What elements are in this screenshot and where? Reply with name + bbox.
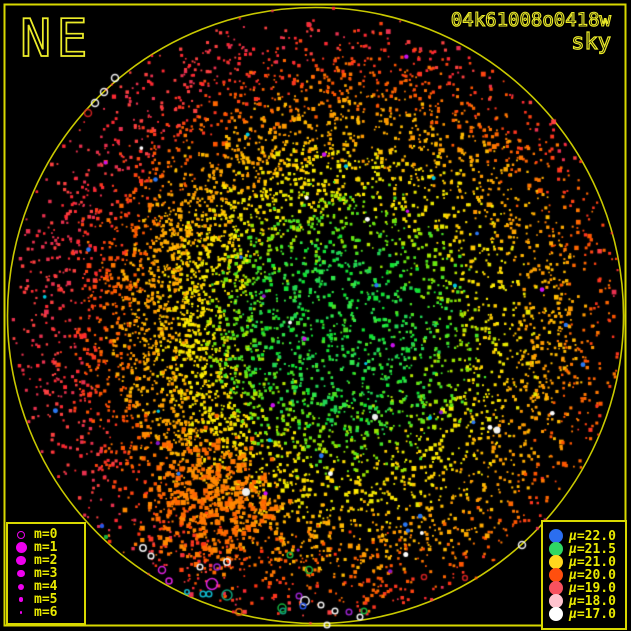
mu-band-marker (549, 568, 563, 582)
mu-band-marker (549, 542, 563, 556)
mu-symbol: μ (569, 567, 577, 583)
m-class-marker (8, 555, 34, 566)
mu-symbol: μ (569, 593, 577, 609)
m-class-label: m=2 (34, 553, 58, 568)
mu-band-marker (543, 542, 569, 556)
mu-band-label: μ=21.0 (569, 554, 616, 570)
mu-band-marker (543, 607, 569, 621)
legend-magnitude-class: m=0 m=1 m=2 m=3 m=4 m=5 m=6 (6, 522, 86, 625)
mu-band-label: μ=19.0 (569, 580, 616, 596)
m-class-marker (17, 530, 25, 539)
mu-band-marker (549, 555, 563, 569)
mu-band-marker (549, 529, 563, 543)
legend-row: μ=21.5 (543, 541, 625, 557)
mu-symbol: μ (569, 606, 577, 622)
m-class-marker (16, 555, 26, 566)
m-class-marker (8, 569, 34, 578)
legend-row: m=0 (8, 528, 84, 541)
m-class-marker (8, 583, 34, 590)
m-class-marker (8, 597, 34, 602)
m-class-label: m=6 (34, 605, 58, 620)
m-class-marker (18, 583, 24, 590)
mu-band-label: μ=20.0 (569, 567, 616, 583)
mu-band-label: μ=21.5 (569, 541, 616, 557)
m-class-marker (8, 542, 34, 553)
legend-row: m=4 (8, 580, 84, 593)
mu-band-marker (543, 581, 569, 595)
m-class-marker (19, 611, 23, 614)
mu-band-marker (549, 594, 563, 608)
mu-symbol: μ (569, 580, 577, 596)
mu-band-marker (549, 581, 563, 595)
m-class-label: m=5 (34, 592, 58, 607)
mu-band-marker (543, 529, 569, 543)
legend-row: m=6 (8, 606, 84, 619)
legend-row: m=2 (8, 554, 84, 567)
legend-row: μ=17.0 (543, 606, 625, 622)
legend-surface-brightness: μ=22.0 μ=21.5 μ=21.0 μ=20.0 μ=19.0 μ=18.0 μ=17… (541, 520, 627, 630)
legend-row: μ=20.0 (543, 567, 625, 583)
legend-row: μ=18.0 (543, 593, 625, 609)
mu-symbol: μ (569, 554, 577, 570)
mu-band-marker (543, 594, 569, 608)
mu-band-label: μ=18.0 (569, 593, 616, 609)
m-class-label: m=1 (34, 540, 58, 555)
mu-band-label: μ=22.0 (569, 528, 616, 544)
legend-row: m=5 (8, 593, 84, 606)
m-class-marker (8, 530, 34, 539)
mu-band-marker (543, 568, 569, 582)
mu-band-marker (543, 555, 569, 569)
m-class-label: m=4 (34, 579, 58, 594)
mu-symbol: μ (569, 541, 577, 557)
legend-row: m=3 (8, 567, 84, 580)
m-class-label: m=3 (34, 566, 58, 581)
m-class-marker (8, 611, 34, 614)
mu-symbol: μ (569, 528, 577, 544)
legend-row: μ=21.0 (543, 554, 625, 570)
m-class-marker (18, 597, 24, 602)
m-class-label: m=0 (34, 527, 58, 542)
legend-row: μ=22.0 (543, 528, 625, 544)
legend-row: m=1 (8, 541, 84, 554)
m-class-marker (15, 542, 27, 553)
mu-band-marker (549, 607, 563, 621)
mu-band-label: μ=17.0 (569, 606, 616, 622)
m-class-marker (17, 569, 25, 578)
legend-row: μ=19.0 (543, 580, 625, 596)
